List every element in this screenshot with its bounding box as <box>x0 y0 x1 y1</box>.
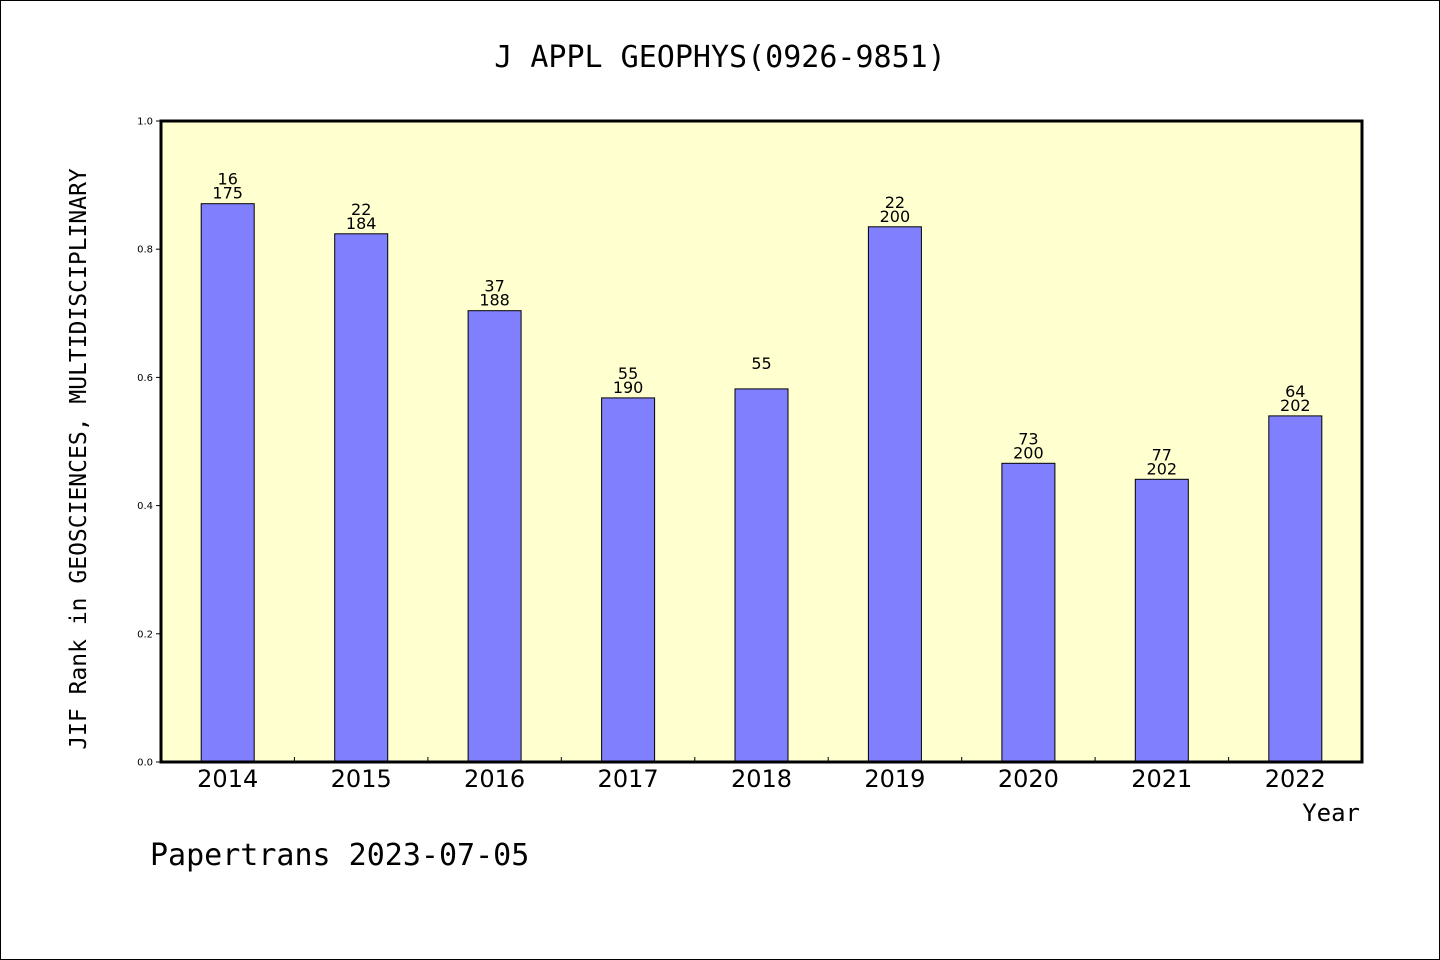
y-tick-label-0.6: 0.6 <box>137 373 153 384</box>
data-label-total-2014: 175 <box>212 184 243 203</box>
y-tick-label-0.0: 0.0 <box>137 758 153 769</box>
data-label-total-2021: 202 <box>1147 459 1178 478</box>
y-tick-label-1.0: 1.0 <box>137 117 153 128</box>
x-tick-label-2014: 2014 <box>197 765 258 793</box>
data-label-rank-2018: 55 <box>751 354 771 373</box>
y-tick-label-0.4: 0.4 <box>137 501 153 512</box>
bar-2016 <box>467 310 522 763</box>
data-label-rank-2020: 73 <box>1018 429 1038 448</box>
bar-2022 <box>1268 415 1323 763</box>
data-label-rank-2021: 77 <box>1152 445 1172 464</box>
data-label-rank-2015: 22 <box>351 200 371 219</box>
data-label-total-2016: 188 <box>479 291 510 310</box>
data-label-rank-2019: 22 <box>885 193 905 212</box>
footer-text: Papertrans 2023-07-05 <box>150 838 529 873</box>
y-tick-label-0.8: 0.8 <box>137 245 153 256</box>
data-label-rank-2014: 16 <box>218 170 238 189</box>
y-axis: 0.0 0.2 0.4 0.6 0.8 1.0 <box>137 117 161 769</box>
bar-2018 <box>734 388 789 763</box>
data-label-rank-2016: 37 <box>484 277 504 296</box>
bar-2015 <box>334 233 389 763</box>
x-tick-label-2020: 2020 <box>998 765 1059 793</box>
bars-layer <box>200 203 1323 763</box>
data-label-rank-2017: 55 <box>618 364 638 383</box>
chart-title: J APPL GEOPHYS(0926-9851) <box>494 40 946 75</box>
y-tick-label-0.2: 0.2 <box>137 629 153 640</box>
bar-2021 <box>1134 478 1189 763</box>
plot-frame <box>159 119 1364 764</box>
bar-2020 <box>1001 462 1056 763</box>
x-tick-label-2017: 2017 <box>598 765 659 793</box>
x-tick-label-2015: 2015 <box>331 765 392 793</box>
x-tick-label-2019: 2019 <box>864 765 925 793</box>
data-label-total-2022: 202 <box>1280 396 1311 415</box>
bar-2017 <box>601 397 656 763</box>
data-label-rank-2022: 64 <box>1285 382 1305 401</box>
x-tick-label-2016: 2016 <box>464 765 525 793</box>
x-tick-label-2021: 2021 <box>1131 765 1192 793</box>
data-labels-layer: 1751618422188371905555200222007320277202… <box>212 170 1310 479</box>
y-axis-label: JIF Rank in GEOSCIENCES, MULTIDISCIPLINA… <box>66 168 92 750</box>
bar-2019 <box>867 226 922 763</box>
x-axis-label: Year <box>1302 799 1360 827</box>
bar-2014 <box>200 203 255 763</box>
data-label-total-2019: 200 <box>880 207 911 226</box>
x-tick-label-2022: 2022 <box>1265 765 1326 793</box>
data-label-total-2020: 200 <box>1013 443 1044 462</box>
x-tick-label-2018: 2018 <box>731 765 792 793</box>
data-label-total-2015: 184 <box>346 214 377 233</box>
data-label-total-2017: 190 <box>613 378 644 397</box>
x-axis: 2014 2015 2016 2017 2018 2019 2020 2021 2022 <box>197 757 1326 793</box>
